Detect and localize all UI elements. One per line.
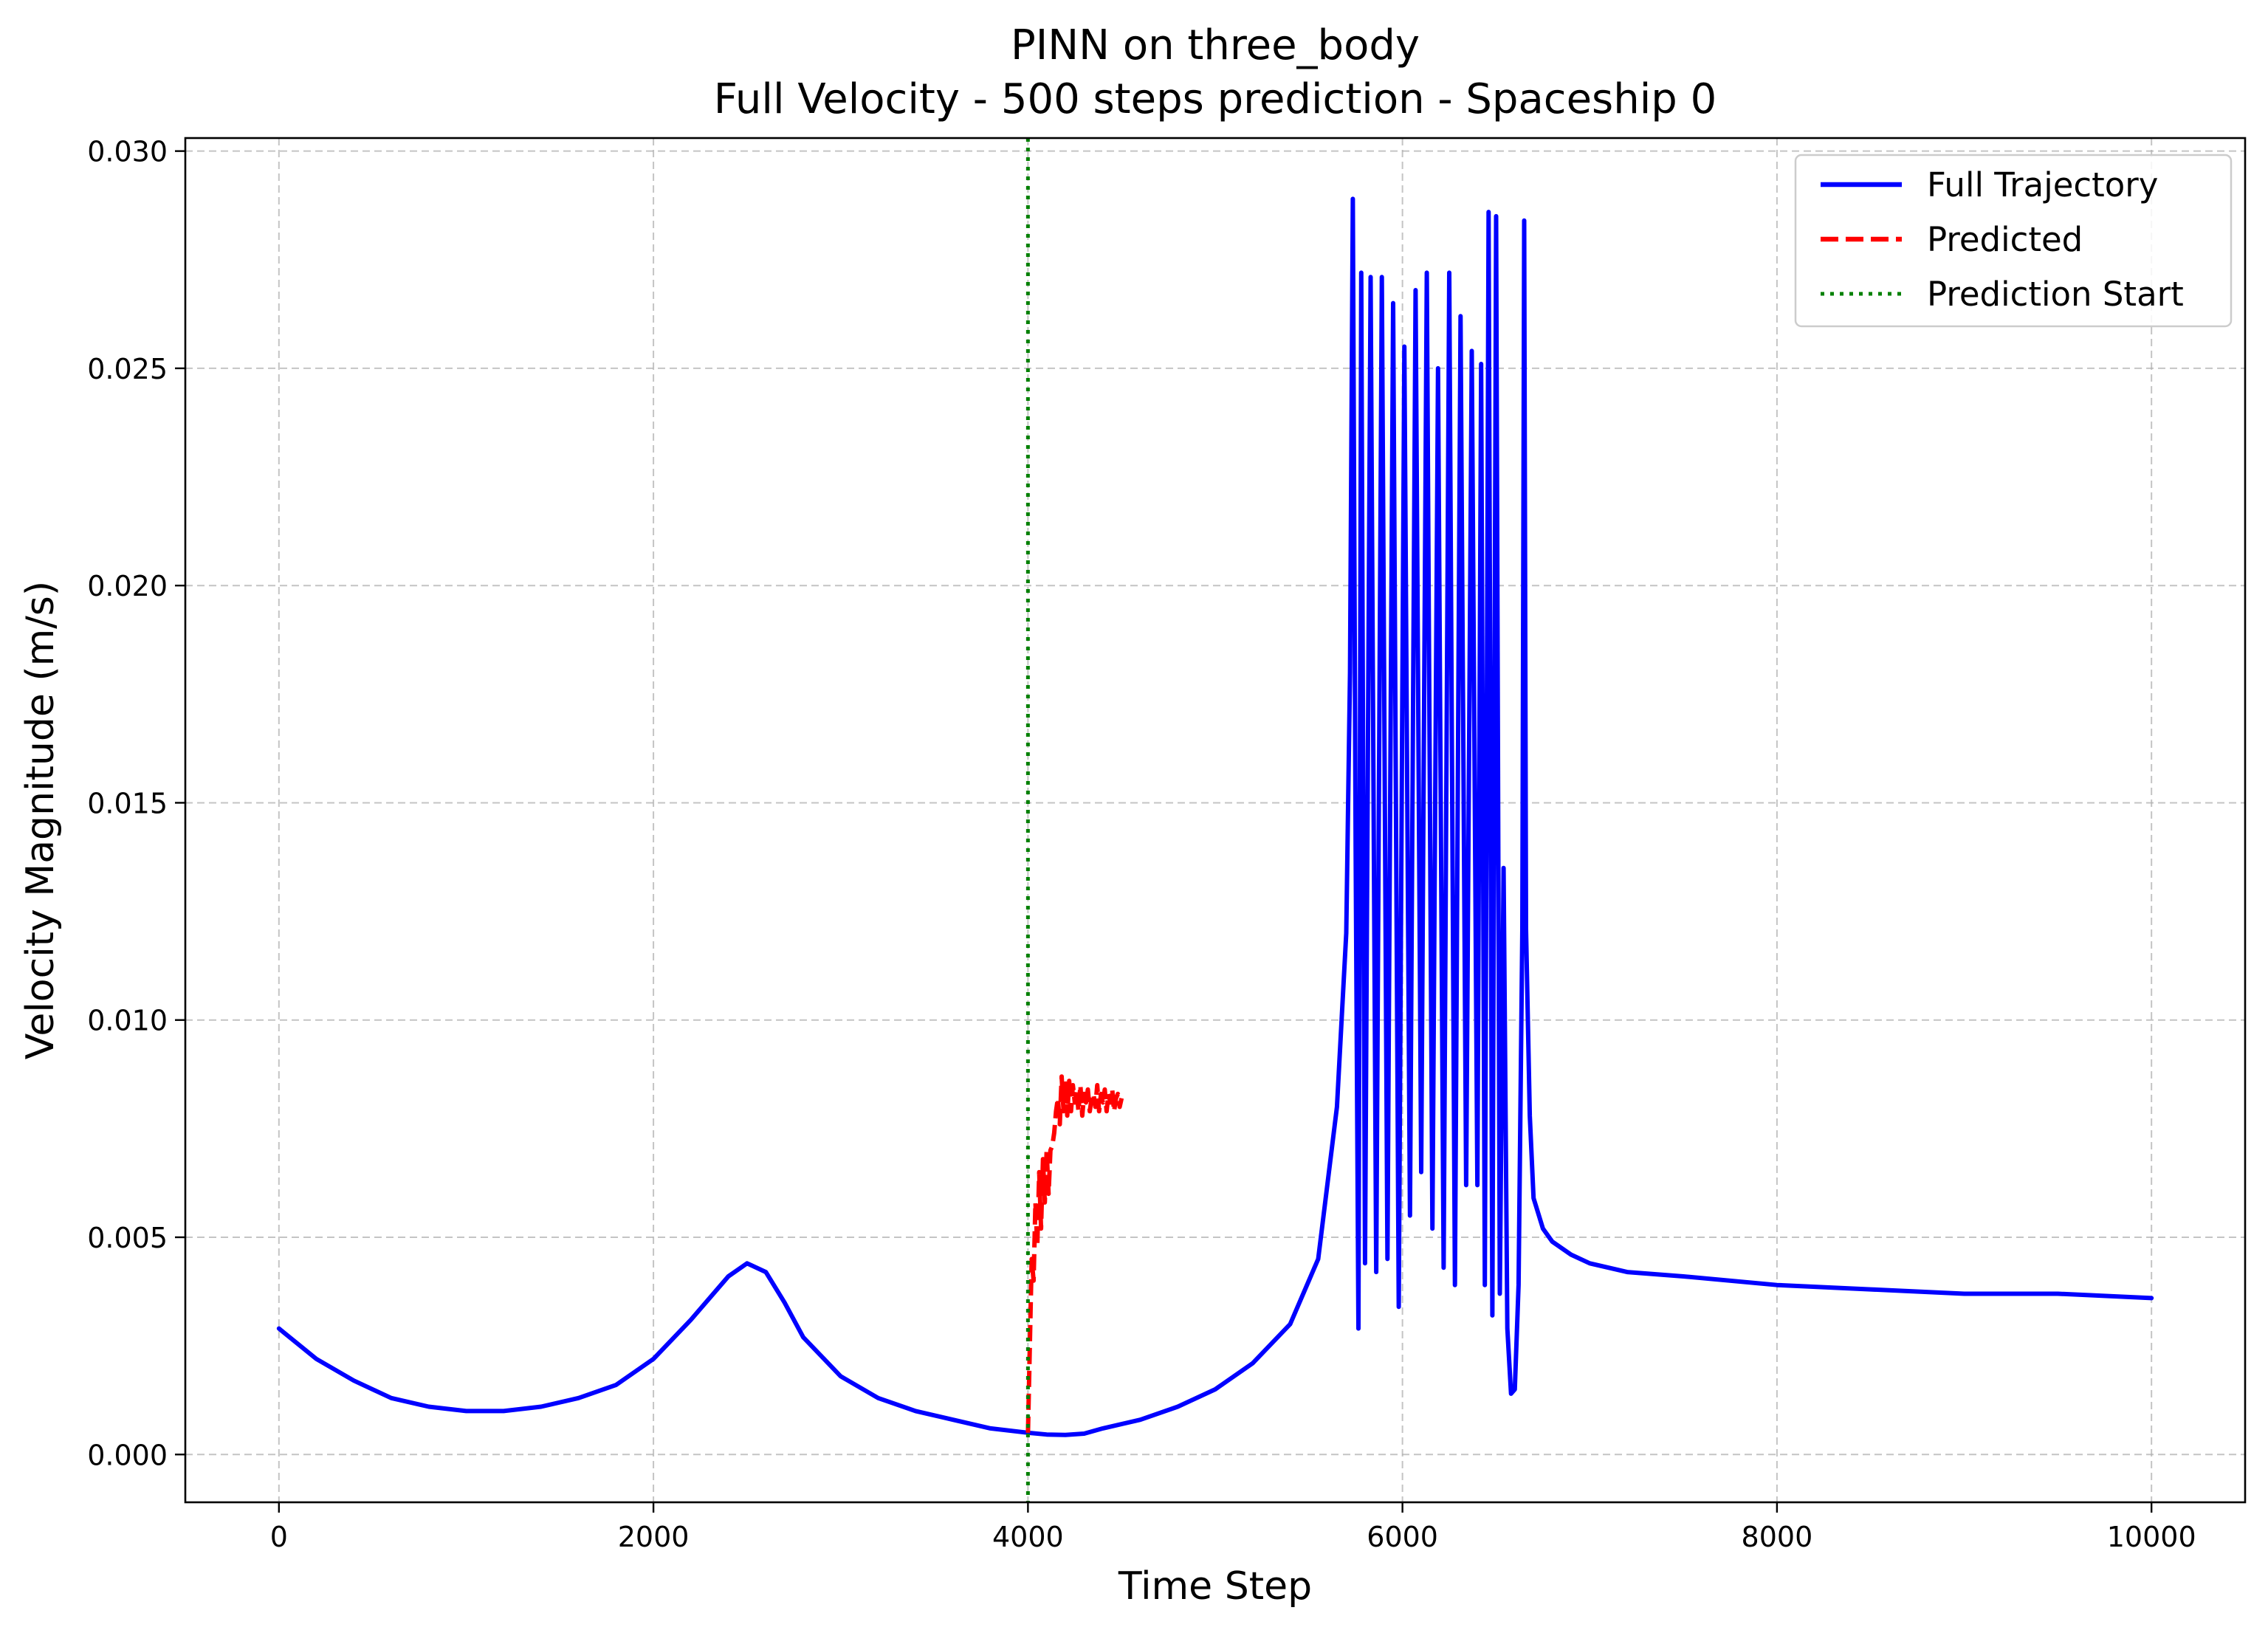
y-tick-label: 0.015 <box>87 787 168 819</box>
chart-subtitle: Full Velocity - 500 steps prediction - S… <box>714 75 1717 123</box>
y-tick-label: 0.030 <box>87 136 168 168</box>
legend-label-prediction-start: Prediction Start <box>1927 275 2184 314</box>
legend-label-predicted: Predicted <box>1927 220 2083 259</box>
x-tick-label: 0 <box>270 1521 288 1553</box>
x-tick-label: 4000 <box>992 1521 1064 1553</box>
predicted-line <box>1025 1074 1124 1433</box>
x-tick-label: 8000 <box>1742 1521 1813 1553</box>
x-axis-label: Time Step <box>1118 1564 1312 1609</box>
y-tick-label: 0.000 <box>87 1439 168 1471</box>
y-axis-label: Velocity Magnitude (m/s) <box>18 581 63 1059</box>
y-tick-label: 0.010 <box>87 1005 168 1037</box>
legend: Full Trajectory Predicted Prediction Sta… <box>1794 154 2233 328</box>
legend-box <box>1794 154 2233 328</box>
plot-area <box>276 138 2154 1502</box>
chart-title: PINN on three_body <box>1011 21 1420 69</box>
plot-frame <box>184 137 2247 1504</box>
y-tick-label: 0.025 <box>87 353 168 385</box>
y-axis-ticks: 0.000 0.005 0.010 0.015 0.020 0.025 0.030 <box>87 136 185 1471</box>
legend-label-full-trajectory: Full Trajectory <box>1927 165 2158 204</box>
x-axis-ticks: 0 2000 4000 6000 8000 10000 <box>270 1502 2196 1553</box>
full-trajectory-line <box>276 196 2154 1437</box>
x-tick-label: 6000 <box>1367 1521 1438 1553</box>
y-tick-label: 0.020 <box>87 570 168 602</box>
y-tick-label: 0.005 <box>87 1222 168 1254</box>
x-tick-label: 2000 <box>618 1521 690 1553</box>
x-tick-label: 10000 <box>2107 1521 2196 1553</box>
